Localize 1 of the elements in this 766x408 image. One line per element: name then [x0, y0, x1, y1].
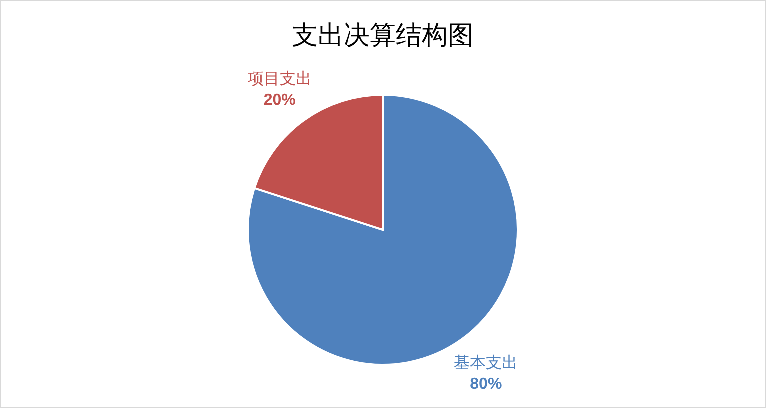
- title: 支出决算结构图: [292, 21, 474, 50]
